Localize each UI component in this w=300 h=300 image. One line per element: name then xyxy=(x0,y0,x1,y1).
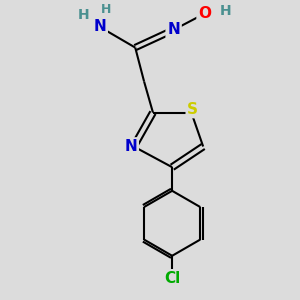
Text: O: O xyxy=(198,6,211,21)
Text: H: H xyxy=(100,3,111,16)
Text: H: H xyxy=(78,8,89,22)
Text: N: N xyxy=(167,22,180,37)
Text: H: H xyxy=(220,4,231,18)
Text: N: N xyxy=(124,139,137,154)
Text: Cl: Cl xyxy=(164,271,180,286)
Text: N: N xyxy=(93,20,106,34)
Text: S: S xyxy=(187,101,198,116)
